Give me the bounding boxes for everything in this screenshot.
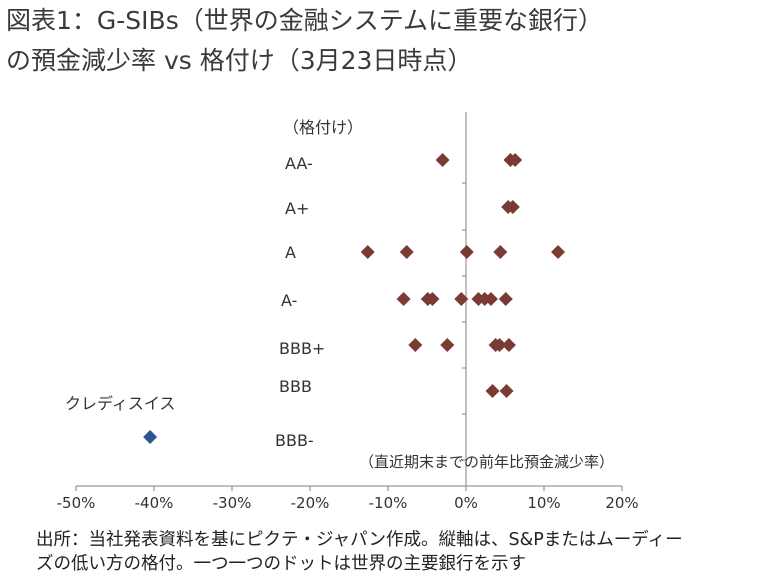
data-point — [440, 338, 455, 352]
source-note-line2: ズの低い方の格付。一つ一つのドットは世界の主要銀行を示す — [36, 554, 526, 574]
annotation-label: クレディスイス — [65, 394, 175, 413]
data-point — [498, 292, 513, 306]
x-tick-label: -30% — [213, 494, 252, 512]
y-axis-title: （格付け） — [283, 118, 363, 137]
data-point — [551, 245, 566, 259]
category-label: BBB+ — [279, 339, 325, 358]
data-point — [435, 153, 450, 167]
data-point — [459, 245, 474, 259]
category-label: AA- — [285, 154, 313, 173]
data-point — [493, 245, 508, 259]
data-point — [399, 245, 414, 259]
category-label: A- — [281, 291, 297, 310]
data-point — [485, 384, 500, 398]
x-tick-label: -10% — [369, 494, 408, 512]
data-point — [454, 292, 469, 306]
data-point — [505, 200, 520, 214]
category-label: A — [285, 243, 296, 262]
data-point — [360, 245, 375, 259]
data-point — [499, 384, 514, 398]
x-tick-label: 0% — [454, 494, 478, 512]
chart-axes — [75, 112, 623, 491]
data-point — [425, 292, 440, 306]
data-point — [492, 338, 507, 352]
chart-labels: -50% -40% -30% -20% -10% 0% 10% 20%（格付け）AA-A+AA… — [57, 118, 639, 512]
highlight-data-point — [143, 430, 158, 444]
category-label: BBB- — [275, 431, 314, 450]
source-note-line1: 出所：当社発表資料を基にピクテ・ジャパン作成。縦軸は、S&Pまたはムーディー — [36, 530, 683, 550]
chart-title-line2: の預金減少率 vs 格付け（3月23日時点） — [6, 46, 473, 75]
category-label: A+ — [285, 199, 309, 218]
data-point — [501, 338, 516, 352]
data-point — [483, 292, 498, 306]
x-tick-label: -20% — [291, 494, 330, 512]
x-tick-label: -40% — [135, 494, 174, 512]
x-axis-title: （直近期末までの前年比預金減少率） — [359, 453, 614, 471]
chart-title-line1: 図表1：G-SIBs（世界の金融システムに重要な銀行） — [6, 6, 603, 35]
x-tick-label: 20% — [605, 494, 638, 512]
data-point — [508, 153, 523, 167]
x-tick-label: -50% — [57, 494, 96, 512]
x-tick-label: 10% — [527, 494, 560, 512]
category-label: BBB — [279, 377, 312, 396]
data-point — [408, 338, 423, 352]
chart-points — [143, 153, 566, 444]
data-point — [396, 292, 411, 306]
